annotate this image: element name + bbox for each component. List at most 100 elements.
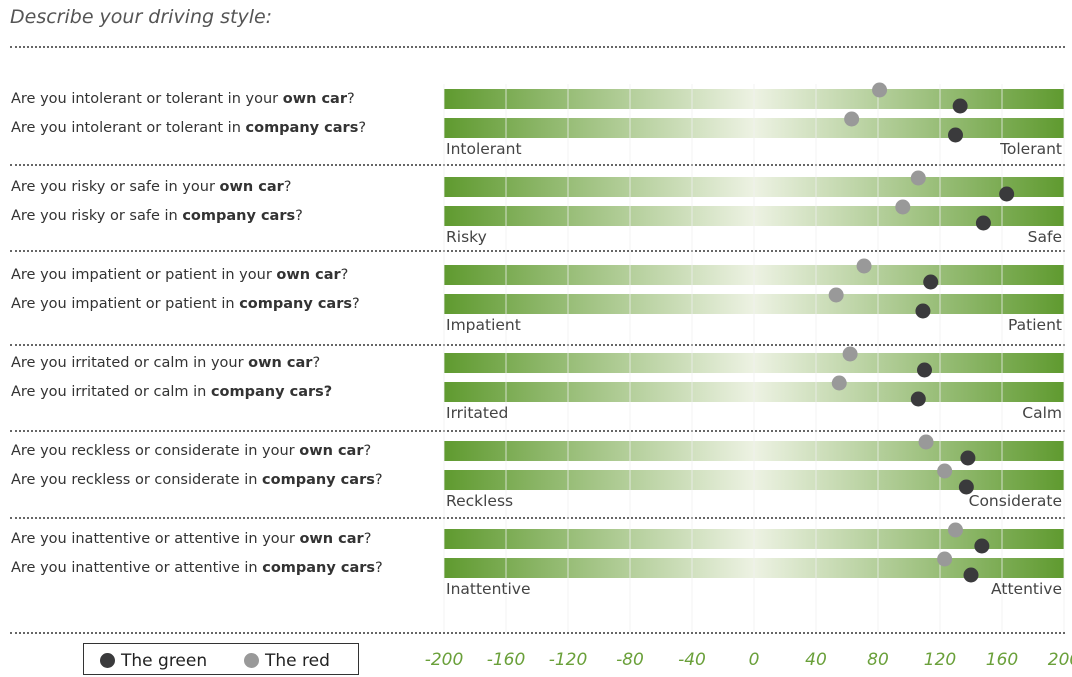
legend: The green The red [83, 643, 359, 675]
question-emphasis: company cars [262, 472, 375, 488]
question-emphasis: company cars [239, 296, 353, 312]
question-suffix: ? [340, 267, 349, 283]
tick-labels-layer: -200 -160 -120 -80 -40 0 40 80 120 160 200 [425, 650, 1072, 670]
question-label-own: Are you risky or safe in your own car? [11, 178, 291, 196]
dotted-divider [10, 250, 1065, 252]
question-label-own: Are you impatient or patient in your own… [11, 266, 348, 284]
x-tick-label: 0 [749, 650, 760, 670]
green-dot [917, 362, 932, 378]
x-tick-label: 40 [805, 650, 827, 670]
question-emphasis: own car [299, 531, 364, 547]
legend-item-green: The green [100, 651, 207, 671]
question-suffix: ? [295, 208, 303, 224]
question-suffix: ? [312, 355, 321, 371]
red-dot [937, 463, 953, 479]
pole-label-high: Attentive [991, 580, 1062, 598]
legend-item-red: The red [244, 651, 330, 671]
question-suffix: ? [374, 472, 383, 488]
pole-label-high: Patient [1008, 316, 1062, 334]
green-dot [910, 391, 926, 407]
question-label-company: Are you intolerant or tolerant in compan… [11, 119, 366, 137]
question-text: Are you risky or safe in [11, 208, 183, 224]
legend-label-red: The red [265, 651, 330, 671]
question-text: Are you reckless or considerate in [11, 472, 263, 488]
pole-label-low: Risky [446, 228, 487, 246]
dotted-divider [10, 344, 1065, 346]
question-label-own: Are you inattentive or attentive in your… [11, 530, 371, 548]
dotted-divider [10, 46, 1065, 48]
page-title: Describe your driving style: [10, 6, 273, 28]
red-dot [856, 258, 872, 274]
question-emphasis: own car [276, 267, 341, 283]
question-suffix: ? [358, 120, 367, 136]
question-text: Are you irritated or calm in your [11, 355, 249, 371]
pole-label-high: Considerate [968, 492, 1062, 510]
red-dot [828, 287, 844, 303]
question-text: Are you impatient or patient in [11, 296, 240, 312]
x-tick-label: 200 [1048, 650, 1072, 670]
grid-layer [443, 84, 1065, 632]
dotted-divider [10, 164, 1065, 166]
question-emphasis: company cars [262, 560, 376, 576]
question-emphasis: company cars? [210, 384, 333, 400]
green-dot [999, 186, 1015, 202]
question-suffix: ? [363, 443, 372, 459]
question-emphasis: own car [248, 355, 313, 371]
question-label-own: Are you reckless or considerate in your … [11, 442, 371, 460]
green-dot [958, 479, 974, 495]
question-text: Are you inattentive or attentive in [11, 560, 263, 576]
green-dot [974, 538, 990, 554]
x-tick-label: -160 [487, 650, 526, 670]
question-label-own: Are you irritated or calm in your own ca… [11, 354, 320, 372]
question-label-company: Are you reckless or considerate in compa… [11, 471, 383, 489]
question-text: Are you impatient or patient in your [11, 267, 277, 283]
red-dot [937, 551, 953, 567]
x-tick-label: 160 [986, 650, 1018, 670]
red-dot [831, 375, 847, 391]
dotted-divider [10, 430, 1065, 432]
x-tick-label: -40 [678, 650, 706, 670]
question-text: Are you inattentive or attentive in your [11, 531, 300, 547]
question-text: Are you risky or safe in your [11, 179, 220, 195]
x-tick-label: -120 [549, 650, 588, 670]
green-dot [923, 274, 939, 290]
legend-label-green: The green [121, 651, 208, 671]
question-emphasis: own car [299, 443, 364, 459]
question-text: Are you irritated or calm in [11, 384, 211, 400]
question-suffix: ? [283, 179, 292, 195]
green-dot [963, 567, 979, 583]
x-tick-label: -200 [425, 650, 464, 670]
pole-label-low: Irritated [446, 404, 509, 422]
x-tick-label: 80 [867, 650, 889, 670]
red-dot [842, 346, 858, 362]
question-text: Are you reckless or considerate in your [11, 443, 300, 459]
red-dot [844, 111, 860, 127]
legend-marker-red [244, 653, 259, 668]
green-dot [952, 98, 968, 114]
green-dot [915, 303, 931, 319]
pole-label-low: Inattentive [446, 580, 531, 598]
question-text: Are you intolerant or tolerant in [11, 120, 246, 136]
question-emphasis: own car [282, 91, 347, 107]
x-tick-label: -80 [616, 650, 644, 670]
green-dot [975, 215, 991, 231]
red-dot [910, 170, 926, 186]
red-dot [872, 82, 888, 98]
pole-label-high: Calm [1022, 404, 1062, 422]
question-suffix: ? [363, 531, 372, 547]
red-dot [895, 199, 911, 215]
question-suffix: ? [347, 91, 355, 107]
question-text: Are you intolerant or tolerant in your [11, 91, 283, 107]
red-dot [948, 522, 963, 538]
question-label-company: Are you impatient or patient in company … [11, 295, 360, 313]
question-suffix: ? [352, 296, 360, 312]
question-label-company: Are you inattentive or attentive in comp… [11, 559, 383, 577]
x-tick-label: 120 [924, 650, 956, 670]
pole-label-low: Reckless [446, 492, 514, 510]
dotted-divider [10, 517, 1065, 519]
question-emphasis: company cars [182, 208, 296, 224]
dotted-divider [10, 632, 1065, 634]
legend-marker-green [100, 653, 115, 668]
question-label-company: Are you risky or safe in company cars? [11, 207, 303, 225]
